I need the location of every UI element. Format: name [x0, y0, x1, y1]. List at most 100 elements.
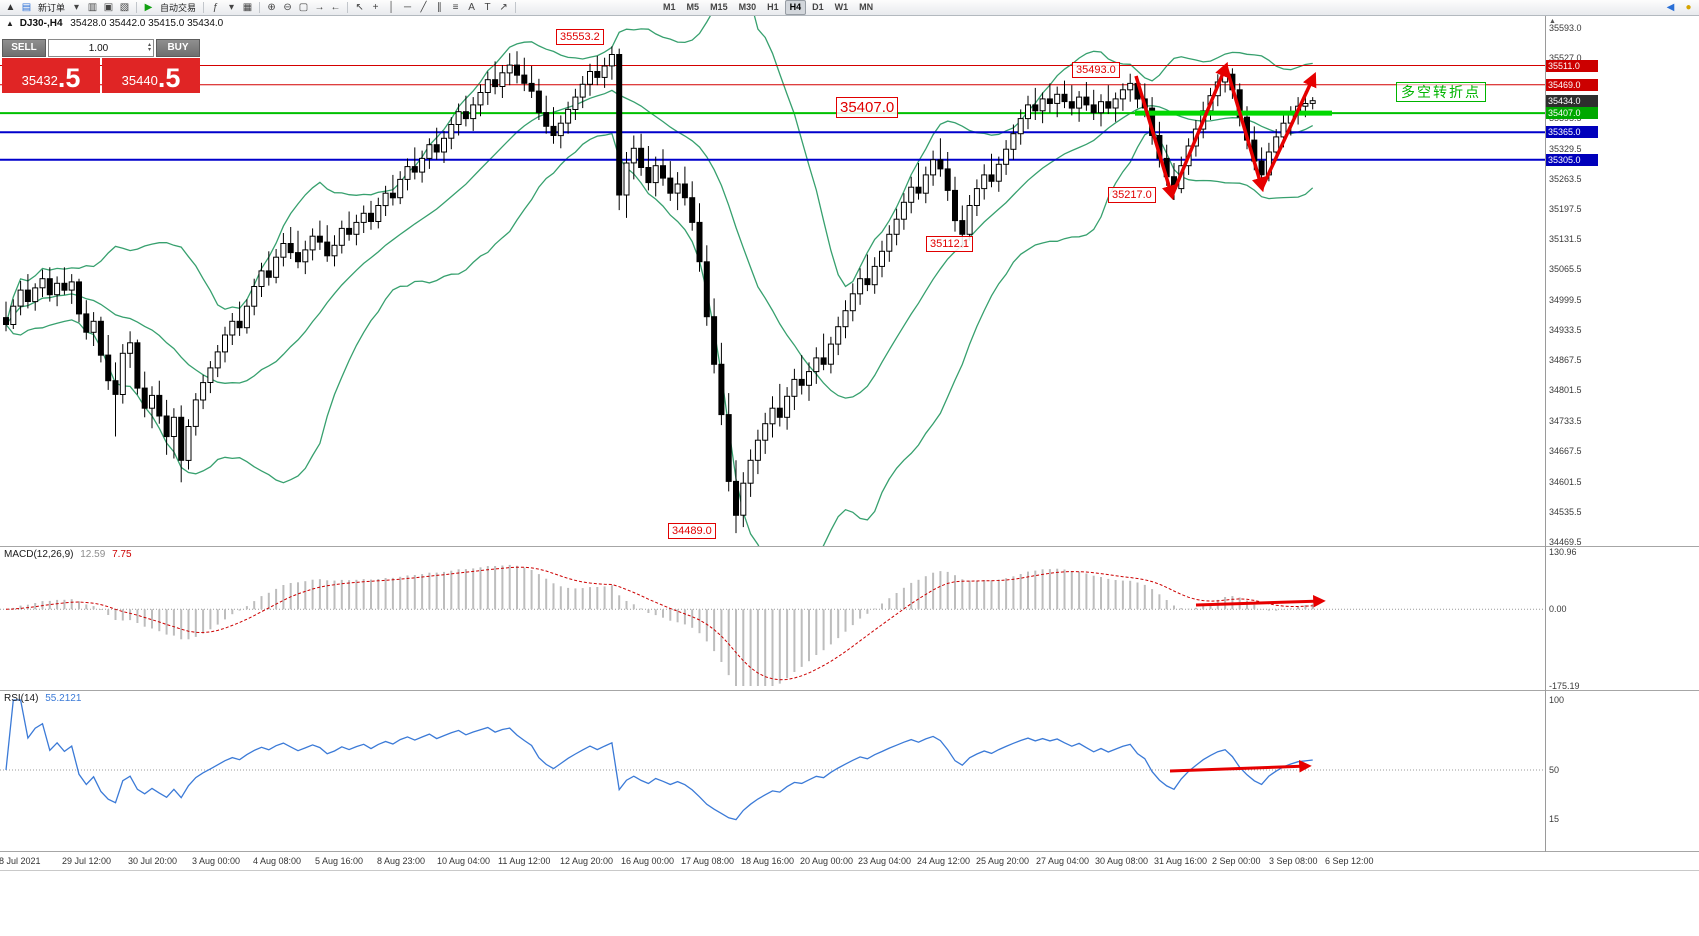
sell-price-display[interactable]: 35432.5 [2, 58, 100, 93]
timeframe-m15-button[interactable]: M15 [710, 2, 728, 12]
volume-up-icon[interactable]: ▴ [147, 42, 151, 48]
indicators-icon[interactable]: ƒ [212, 1, 219, 13]
zoom-out-icon[interactable]: ⊖ [283, 1, 292, 13]
fibonacci-icon[interactable]: ≡ [452, 1, 459, 13]
time-axis-label: 30 Jul 20:00 [128, 856, 178, 866]
arrows-icon[interactable]: ↗ [499, 1, 508, 13]
price-annotation[interactable]: 34489.0 [668, 523, 716, 539]
rsi-tick-label: 100 [1549, 695, 1565, 705]
toolbar-separator [347, 2, 349, 13]
panel-divider[interactable] [0, 546, 1699, 547]
time-axis-label: 6 Sep 12:00 [1325, 856, 1374, 866]
rsi-panel-canvas[interactable] [0, 691, 1545, 852]
price-annotation[interactable]: 35217.0 [1108, 187, 1156, 203]
buy-price-big: .5 [157, 63, 181, 93]
tile-windows-icon[interactable]: ▢ [298, 1, 309, 13]
one-click-trading-panel: SELL 1.00 ▴ ▾ BUY 35432.5 35440.5 [2, 39, 200, 93]
new-order-button[interactable]: ▤ [21, 1, 32, 13]
market-watch-icon[interactable]: ▣ [103, 1, 114, 13]
cursor-icon[interactable]: ↖ [355, 1, 364, 13]
price-tick-label: 34999.5 [1549, 294, 1582, 305]
symbol-ohlc: 35428.0 35442.0 35415.0 35434.0 [70, 18, 224, 29]
toolbar-separator [259, 2, 261, 13]
price-tick-label: 35065.5 [1549, 264, 1582, 275]
price-tick-label: 34601.5 [1549, 476, 1582, 487]
price-tick-label: 35593.0 [1549, 23, 1582, 33]
timeframe-m5-button[interactable]: M5 [686, 2, 700, 12]
rsi-tick-label: 15 [1549, 814, 1560, 824]
auto-scroll-icon[interactable]: → [314, 1, 325, 13]
price-tick-label: 35197.5 [1549, 203, 1582, 214]
time-axis-label: 25 Aug 20:00 [976, 856, 1030, 866]
price-tick-label: 34933.5 [1549, 324, 1582, 335]
channel-icon[interactable]: ∥ [437, 1, 443, 13]
volume-down-icon[interactable]: ▾ [147, 47, 151, 53]
macd-panel-canvas[interactable] [0, 547, 1545, 691]
crosshair-icon[interactable]: + [372, 1, 379, 13]
sell-price-small: 35432 [21, 73, 58, 88]
rsi-title: RSI(14) [4, 693, 39, 704]
price-annotation[interactable]: 35112.1 [926, 236, 973, 252]
timeframe-toolbar: M1 M5 M15 M30 H1 H4 D1 W1 MN [658, 0, 878, 15]
text-icon[interactable]: A [468, 1, 475, 13]
timeframe-mn-button[interactable]: MN [859, 2, 874, 12]
buy-price-display[interactable]: 35440.5 [102, 58, 200, 93]
dock-arrow-icon[interactable]: ◀ [1666, 1, 1675, 13]
volume-input[interactable]: 1.00 ▴ ▾ [48, 39, 154, 57]
time-axis-label: 2 Sep 00:00 [1212, 856, 1261, 866]
main-toolbar: ▲ ▤ 新订单 ▾ ▥ ▣ ▧ ▶ 自动交易 ƒ ▾ ▦ ⊕ ⊖ ▢ → ← ↖ + │ ─ ╱ ∥ ≡ A T ↗ M1 M5 M15 M… [0, 0, 1699, 16]
timeframe-m30-button[interactable]: M30 [738, 2, 757, 12]
price-annotation[interactable]: 35407.0 [836, 97, 899, 118]
time-axis-label: 17 Aug 08:00 [681, 856, 735, 866]
timeframe-m1-button[interactable]: M1 [663, 2, 676, 12]
autotrading-button[interactable]: ▶ [144, 1, 153, 13]
timeframe-h1-button[interactable]: H1 [767, 2, 779, 12]
time-axis-label: 5 Aug 16:00 [315, 856, 364, 866]
turning-point-label[interactable]: 多空转折点 [1396, 82, 1486, 102]
alert-status-icon[interactable]: ● [1685, 1, 1692, 13]
charts-dropdown-icon[interactable]: ▾ [74, 1, 80, 13]
symbol-arrow-icon: ▲ [6, 19, 14, 28]
period-menu-icon[interactable]: ▾ [229, 1, 235, 13]
time-axis-label: 28 Jul 2021 [0, 856, 41, 866]
price-tick-label: 34469.5 [1549, 537, 1582, 547]
profiles-icon[interactable]: ▥ [87, 1, 98, 13]
sell-button[interactable]: SELL [2, 39, 46, 57]
zoom-in-icon[interactable]: ⊕ [267, 1, 276, 13]
trendline-icon[interactable]: ╱ [420, 1, 427, 13]
buy-button[interactable]: BUY [156, 39, 200, 57]
price-tick-label: 34801.5 [1549, 385, 1582, 396]
new-order-button-label[interactable]: 新订单 [38, 3, 66, 13]
timeframe-w1-button[interactable]: W1 [834, 2, 849, 12]
templates-icon[interactable]: ▦ [242, 1, 253, 13]
time-axis-label: 11 Aug 12:00 [498, 856, 551, 866]
autotrading-button-label[interactable]: 自动交易 [160, 3, 197, 13]
volume-stepper[interactable]: ▴ ▾ [147, 42, 151, 53]
chart-shift-icon[interactable]: ← [330, 1, 341, 13]
time-axis-label: 23 Aug 04:00 [858, 856, 912, 866]
horizontal-line-icon[interactable]: ─ [403, 1, 412, 13]
price-tick-label: 34535.5 [1549, 506, 1582, 517]
navigator-icon[interactable]: ▧ [119, 1, 130, 13]
price-annotation[interactable]: 35553.2 [556, 29, 604, 45]
rsi-value: 55.2121 [45, 693, 82, 704]
timeframe-h4-button[interactable]: H4 [784, 0, 807, 15]
vertical-line-icon[interactable]: │ [388, 1, 395, 13]
timeframe-d1-button[interactable]: D1 [812, 2, 824, 12]
time-axis-label: 16 Aug 00:00 [621, 856, 675, 866]
text-label-icon[interactable]: T [484, 1, 491, 13]
price-line-badge: 35305.0 [1546, 153, 1598, 166]
price-tick-label: 35329.5 [1549, 143, 1582, 154]
main-chart-canvas[interactable] [0, 16, 1545, 547]
app-chart-icon[interactable]: ▲ [5, 1, 16, 13]
panel-divider[interactable] [0, 690, 1699, 691]
time-axis-label: 10 Aug 04:00 [437, 856, 491, 866]
toolbar-separator [515, 2, 517, 13]
time-axis-label: 29 Jul 12:00 [62, 856, 112, 866]
time-axis-border [0, 870, 1699, 871]
axis-scroll-arrow-icon[interactable]: ▲ [1549, 18, 1556, 25]
volume-value: 1.00 [88, 42, 109, 54]
macd-tick-label: 0.00 [1549, 604, 1567, 615]
price-annotation[interactable]: 35493.0 [1072, 62, 1120, 78]
